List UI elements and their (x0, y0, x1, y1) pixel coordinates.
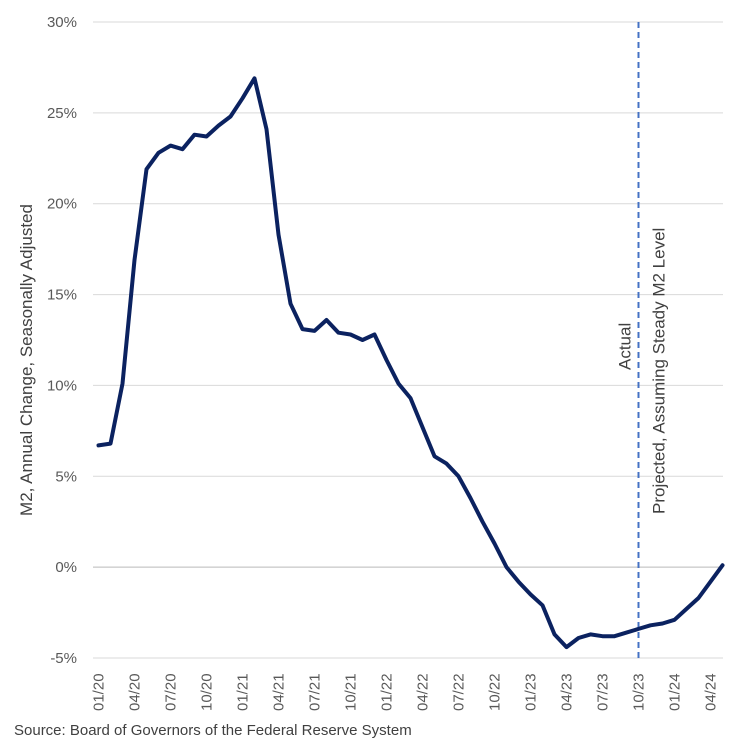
y-tick-label: -5% (50, 650, 77, 667)
x-tick-label: 01/23 (523, 673, 540, 711)
x-tick-label: 07/22 (451, 673, 468, 711)
y-tick-label: 15% (47, 287, 77, 304)
x-tick-label: 01/24 (667, 673, 684, 711)
source-note: Source: Board of Governors of the Federa… (14, 722, 412, 739)
x-tick-label: 07/23 (595, 673, 612, 711)
x-tick-label: 04/20 (127, 673, 144, 711)
projected-label: Projected, Assuming Steady M2 Level (650, 228, 669, 514)
y-axis-ticks: 30% 25% 20% 15% 10% 5% 0% -5% (47, 14, 77, 667)
x-tick-label: 10/22 (487, 673, 504, 711)
x-tick-label: 01/21 (235, 673, 252, 711)
y-tick-label: 5% (55, 468, 77, 485)
x-tick-label: 04/24 (703, 673, 720, 711)
x-tick-label: 10/20 (199, 673, 216, 711)
x-tick-label: 04/23 (559, 673, 576, 711)
actual-label: Actual (616, 323, 635, 370)
x-tick-label: 10/21 (343, 673, 360, 711)
y-axis-label: M2, Annual Change, Seasonally Adjusted (17, 204, 36, 516)
y-tick-label: 30% (47, 14, 77, 31)
x-tick-label: 04/22 (415, 673, 432, 711)
y-tick-label: 10% (47, 377, 77, 394)
x-tick-label: 04/21 (271, 673, 288, 711)
x-tick-label: 10/23 (631, 673, 648, 711)
y-tick-label: 20% (47, 196, 77, 213)
y-tick-label: 25% (47, 105, 77, 122)
m2-series-line (96, 76, 725, 650)
x-tick-label: 01/22 (379, 673, 396, 711)
x-axis-ticks: 01/20 04/20 07/20 10/20 01/21 04/21 07/21 10/21… (91, 673, 720, 711)
x-tick-label: 01/20 (91, 673, 108, 711)
x-tick-label: 07/20 (163, 673, 180, 711)
x-tick-label: 07/21 (307, 673, 324, 711)
y-tick-label: 0% (55, 559, 77, 576)
